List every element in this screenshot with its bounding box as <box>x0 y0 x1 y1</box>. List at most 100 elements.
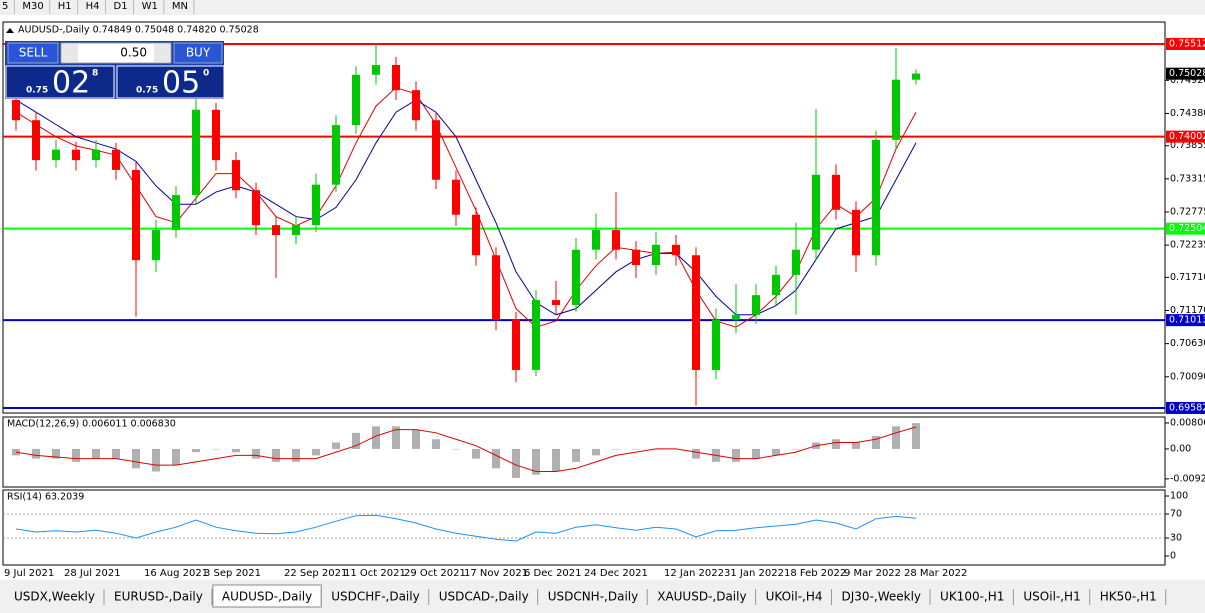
timeframe-button[interactable]: H1 <box>58 1 72 12</box>
tab[interactable] <box>1090 587 1166 606</box>
macd-bar <box>512 448 520 478</box>
tab[interactable] <box>538 587 648 606</box>
tab[interactable] <box>756 587 832 606</box>
macd-bar <box>92 448 100 459</box>
candle-body <box>692 255 700 371</box>
tab-label[interactable]: UKOil-,H4 <box>766 590 823 604</box>
candle-body <box>852 209 860 256</box>
main-panel <box>2 21 1166 414</box>
x-tick-label: 17 Nov 2021 <box>464 568 528 579</box>
tab[interactable] <box>429 587 538 606</box>
y-tick-label: 30 <box>1170 533 1182 544</box>
macd-bar <box>292 448 300 462</box>
timeframe-button[interactable]: W1 <box>142 1 158 12</box>
moving-average <box>15 99 917 316</box>
tab[interactable] <box>931 587 1014 606</box>
lot-up[interactable] <box>154 44 170 62</box>
title-arrow <box>6 28 14 33</box>
tab-label[interactable]: USDX,Weekly <box>14 590 95 604</box>
ask-box[interactable] <box>116 65 225 99</box>
timeframe-button[interactable]: MN <box>172 1 188 12</box>
rsi-line <box>15 514 917 542</box>
lot-value[interactable]: 0.50 <box>120 46 147 60</box>
sell-label[interactable]: SELL <box>19 46 48 60</box>
bid-small[interactable]: 8 <box>92 69 98 79</box>
x-tick-label: 28 Jul 2021 <box>64 568 121 579</box>
x-tick-label: 6 Dec 2021 <box>524 568 582 579</box>
indicator-title: RSI(14) 63.2039 <box>7 492 84 503</box>
tab-label[interactable]: USDCAD-,Daily <box>439 590 529 604</box>
lot-down[interactable] <box>62 44 78 62</box>
tab[interactable] <box>1014 587 1090 606</box>
tab[interactable] <box>105 587 212 606</box>
timeframe-button[interactable]: H4 <box>86 1 100 12</box>
tab[interactable] <box>832 587 931 606</box>
ask-small[interactable]: 0 <box>203 69 209 79</box>
macd-bar <box>212 448 220 450</box>
tab[interactable] <box>5 587 104 606</box>
x-tick-label: 22 Sep 2021 <box>284 568 347 579</box>
macd-bar <box>72 448 80 462</box>
y-tick-label: 0.73855 <box>1170 140 1205 151</box>
candle-body <box>312 184 320 226</box>
candle-body <box>32 120 40 161</box>
candle-body <box>392 64 400 91</box>
macd-bar <box>912 423 920 449</box>
tab-label[interactable]: USOil-,H1 <box>1023 590 1080 604</box>
y-tick-label: 0.008061 <box>1170 417 1205 428</box>
macd-bar <box>592 448 600 456</box>
timeframe-button[interactable]: 5 <box>2 1 8 12</box>
bid-prefix[interactable]: 0.75 <box>26 86 48 96</box>
candle-body <box>292 225 300 235</box>
candle-body <box>592 230 600 250</box>
y-tick-label: 0.73315 <box>1170 173 1205 184</box>
tab-label[interactable]: HK50-,H1 <box>1100 590 1157 604</box>
y-tick-label: 100 <box>1170 491 1188 502</box>
tab-label[interactable]: XAUUSD-,Daily <box>657 590 746 604</box>
tab[interactable] <box>648 587 756 606</box>
candle-body <box>892 79 900 140</box>
moving-average <box>15 87 917 328</box>
timeframe-button[interactable]: D1 <box>114 1 128 12</box>
tab-label[interactable]: USDCHF-,Daily <box>331 590 419 604</box>
timeframe-button[interactable]: M30 <box>22 1 43 12</box>
macd-bar <box>752 448 760 459</box>
y-tick-label: 0 <box>1170 551 1176 562</box>
ask-prefix[interactable]: 0.75 <box>136 86 158 96</box>
tab-label[interactable]: USDCNH-,Daily <box>548 590 639 604</box>
macd-bar <box>732 448 740 462</box>
bid-big[interactable]: 02 <box>52 66 90 101</box>
buy-label[interactable]: BUY <box>186 46 211 60</box>
tab[interactable] <box>322 587 429 606</box>
bid-box[interactable] <box>5 65 115 99</box>
candle-body <box>472 214 480 256</box>
sell-button[interactable] <box>7 42 59 64</box>
macd-bar <box>192 448 200 453</box>
macd-bar <box>372 426 380 449</box>
y-tick-label: 0.70090 <box>1170 371 1205 382</box>
candle-body <box>332 125 340 185</box>
ask-big[interactable]: 05 <box>162 66 200 101</box>
x-tick-label: 24 Dec 2021 <box>584 568 648 579</box>
tab-label[interactable]: EURUSD-,Daily <box>114 590 203 604</box>
tab-label[interactable]: UK100-,H1 <box>940 590 1004 604</box>
level-tag <box>1166 222 1205 235</box>
candle-body <box>772 274 780 296</box>
x-tick-label: 16 Aug 2021 <box>144 568 208 579</box>
candle-body <box>372 64 380 75</box>
level-label: 0.72504 <box>1169 223 1205 234</box>
tab-label[interactable]: DJ30-,Weekly <box>842 590 922 604</box>
macd-bar <box>112 448 120 459</box>
candle-body <box>752 295 760 315</box>
candle-body <box>632 249 640 266</box>
buy-button[interactable] <box>173 42 223 64</box>
macd-bar <box>852 442 860 449</box>
chart-title: AUDUSD-,Daily 0.74849 0.75048 0.74820 0.… <box>18 25 259 36</box>
tab-label[interactable]: AUDUSD-,Daily <box>222 590 312 604</box>
macd-bar <box>772 448 780 456</box>
lot-field[interactable] <box>60 42 172 64</box>
macd-bar <box>352 432 360 449</box>
macd-bar <box>392 426 400 449</box>
